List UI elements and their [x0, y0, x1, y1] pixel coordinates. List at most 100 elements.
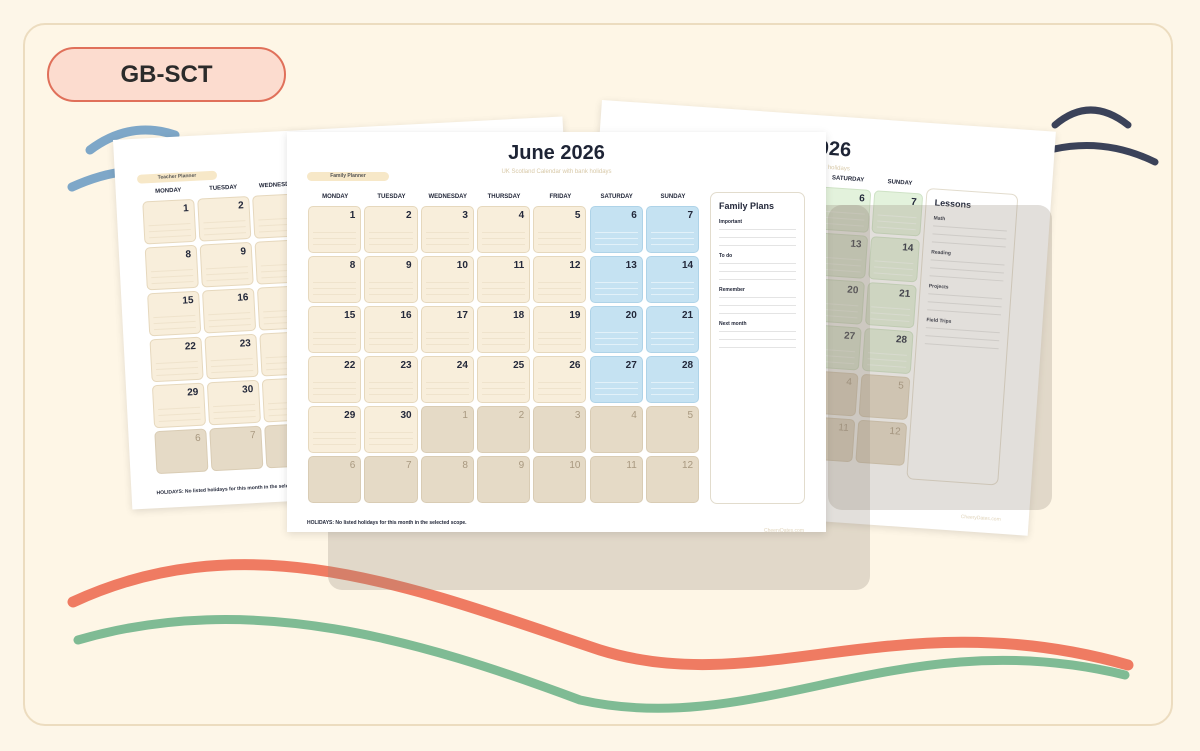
- cell-line: [650, 244, 695, 245]
- cell-line: [594, 244, 638, 245]
- cell-line: [594, 332, 638, 333]
- cell-line: [594, 238, 638, 239]
- cell-line: [313, 432, 357, 433]
- day-cell: 7: [645, 206, 700, 253]
- cell-line: [313, 294, 357, 295]
- holiday-footer: HOLIDAYS: No listed holidays for this mo…: [307, 520, 467, 526]
- day-number: 12: [569, 260, 581, 271]
- day-cell: 12: [645, 456, 700, 503]
- cell-line: [313, 382, 357, 383]
- day-cell: 5: [645, 406, 700, 453]
- day-cell: 7: [364, 456, 418, 503]
- day-cell: 19: [533, 306, 587, 353]
- cell-line: [425, 232, 469, 233]
- sheet-subtitle: UK Scotland Calendar with bank holidays: [501, 169, 612, 175]
- cell-line: [369, 282, 413, 283]
- cell-line: [538, 388, 582, 389]
- day-cell: 11: [589, 456, 643, 503]
- cell-line: [369, 244, 413, 245]
- cell-line: [650, 282, 695, 283]
- sheet-title: June 2026: [508, 142, 605, 164]
- note-line: [719, 347, 796, 348]
- day-cell: 10: [420, 256, 474, 303]
- day-number: 28: [681, 360, 694, 371]
- cell-line: [481, 338, 526, 339]
- cell-line: [481, 294, 526, 295]
- cell-line: [481, 388, 526, 389]
- day-number: 12: [681, 460, 694, 471]
- weekday-label: THURSDAY: [487, 194, 521, 200]
- day-number: 9: [518, 460, 525, 471]
- cell-line: [538, 344, 582, 345]
- cell-line: [313, 338, 357, 339]
- cell-line: [369, 332, 413, 333]
- cell-line: [369, 438, 413, 439]
- cell-line: [594, 232, 638, 233]
- cell-line: [594, 382, 638, 383]
- cell-line: [481, 332, 526, 333]
- cell-line: [313, 344, 357, 345]
- cell-line: [538, 288, 582, 289]
- day-cell: 5: [533, 206, 587, 253]
- day-cell: 26: [533, 356, 587, 403]
- cell-line: [594, 294, 638, 295]
- day-cell: 21: [645, 306, 700, 353]
- cell-line: [594, 288, 638, 289]
- day-number: 18: [513, 310, 525, 321]
- cell-line: [538, 382, 582, 383]
- shadow-panel: [828, 205, 1052, 510]
- day-cell: 17: [420, 306, 474, 353]
- note-line: [719, 297, 796, 298]
- region-badge: GB-SCT: [47, 47, 286, 102]
- cell-line: [481, 382, 526, 383]
- day-number: 22: [344, 360, 356, 371]
- cell-line: [313, 438, 357, 439]
- cell-line: [425, 394, 469, 395]
- cell-line: [481, 344, 526, 345]
- note-line: [719, 229, 796, 230]
- day-cell: 3: [420, 206, 474, 253]
- cell-line: [481, 394, 526, 395]
- day-number: 23: [400, 360, 412, 371]
- day-number: 6: [349, 460, 356, 471]
- cell-line: [425, 388, 469, 389]
- planner-tag: Family Planner: [307, 172, 389, 181]
- day-number: 8: [462, 460, 468, 471]
- cell-line: [538, 394, 582, 395]
- day-number: 17: [456, 310, 468, 321]
- day-number: 10: [456, 260, 468, 271]
- day-number: 24: [456, 360, 468, 371]
- cell-line: [650, 294, 695, 295]
- day-cell: 1: [420, 406, 474, 453]
- day-cell: 24: [420, 356, 474, 403]
- day-cell: 9: [476, 456, 531, 503]
- note-line: [719, 305, 796, 306]
- day-number: 11: [626, 460, 637, 471]
- cell-line: [594, 344, 638, 345]
- day-cell: 6: [308, 456, 362, 503]
- day-number: 1: [462, 410, 468, 421]
- day-number: 1: [349, 210, 356, 221]
- cell-line: [481, 244, 526, 245]
- cell-line: [538, 244, 582, 245]
- day-number: 29: [344, 410, 356, 421]
- cell-line: [369, 382, 413, 383]
- cell-line: [369, 394, 413, 395]
- day-cell: 8: [308, 256, 362, 303]
- cell-line: [594, 282, 638, 283]
- day-number: 15: [344, 310, 356, 321]
- note-line: [719, 237, 796, 238]
- day-cell: 6: [589, 206, 643, 253]
- cell-line: [538, 282, 582, 283]
- day-cell: 2: [364, 206, 418, 253]
- day-number: 6: [631, 210, 637, 221]
- note-line: [719, 245, 796, 246]
- cell-line: [425, 338, 469, 339]
- cell-line: [594, 394, 638, 395]
- cell-line: [369, 432, 413, 433]
- cell-line: [481, 282, 526, 283]
- cell-line: [425, 288, 469, 289]
- cell-line: [481, 238, 526, 239]
- day-number: 19: [569, 310, 581, 321]
